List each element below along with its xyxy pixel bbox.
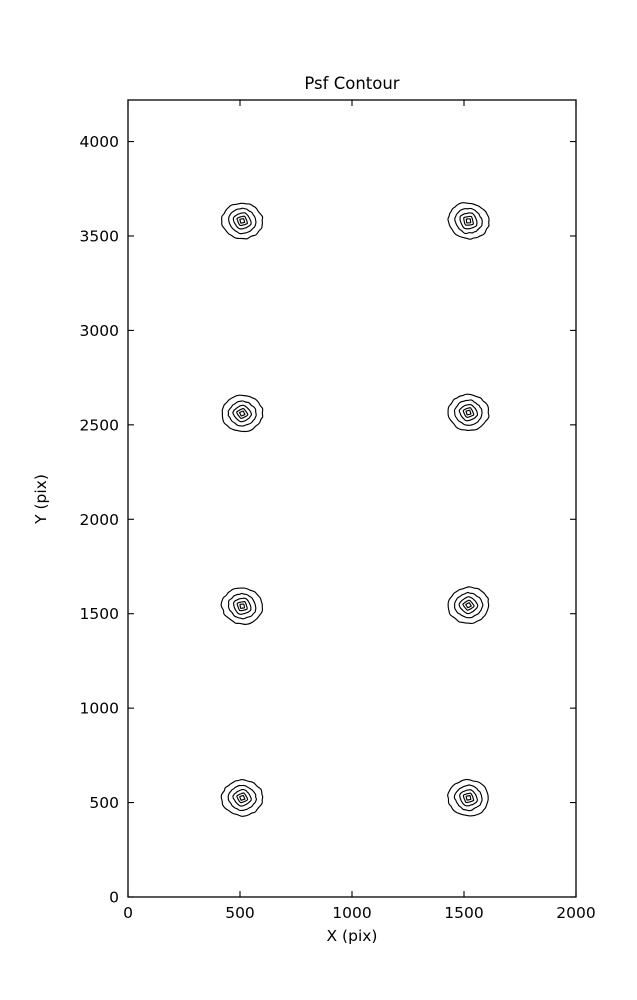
y-tick-label-1000: 1000 bbox=[80, 700, 119, 718]
psf-contour-blob bbox=[220, 587, 263, 625]
x-axis-tick-labels: 0 500 1000 1500 2000 bbox=[123, 904, 596, 922]
y-tick-label-2500: 2500 bbox=[80, 416, 119, 434]
y-tick-label-1500: 1500 bbox=[80, 605, 119, 623]
contour-level-2 bbox=[228, 207, 257, 235]
x-tick-label-0: 0 bbox=[123, 904, 133, 922]
contour-level-4 bbox=[462, 407, 475, 418]
contour-level-1 bbox=[447, 586, 490, 625]
contour-level-4 bbox=[236, 407, 249, 420]
contour-level-5 bbox=[465, 409, 472, 416]
contour-level-1 bbox=[220, 587, 263, 625]
contour-level-2 bbox=[453, 399, 483, 426]
contour-level-1 bbox=[447, 778, 489, 817]
psf-contour-blob bbox=[220, 779, 264, 817]
contour-level-5 bbox=[465, 795, 472, 801]
contour-level-5 bbox=[239, 794, 246, 801]
contour-level-5 bbox=[465, 218, 472, 224]
contour-level-3 bbox=[459, 212, 478, 230]
contour-level-3 bbox=[232, 212, 252, 230]
x-axis-ticks bbox=[127, 100, 577, 897]
y-tick-label-0: 0 bbox=[109, 889, 119, 907]
contour-level-5 bbox=[239, 410, 246, 417]
y-axis-ticks bbox=[128, 140, 576, 898]
x-tick-label-500: 500 bbox=[225, 904, 255, 922]
contour-level-5 bbox=[239, 218, 246, 224]
psf-contour-blob bbox=[447, 202, 490, 240]
y-tick-label-3500: 3500 bbox=[80, 227, 119, 245]
psf-contour-blob bbox=[447, 778, 489, 817]
contour-level-3 bbox=[459, 789, 478, 807]
contour-level-3 bbox=[232, 788, 252, 807]
contour-level-2 bbox=[453, 784, 483, 812]
y-tick-label-2000: 2000 bbox=[80, 511, 119, 529]
y-tick-label-3000: 3000 bbox=[80, 322, 119, 340]
contour-level-1 bbox=[447, 202, 490, 240]
contour-level-4 bbox=[236, 792, 249, 804]
psf-contour-blob bbox=[221, 394, 264, 433]
contour-level-5 bbox=[239, 603, 246, 609]
contour-level-4 bbox=[236, 215, 248, 227]
contour-level-2 bbox=[227, 592, 257, 620]
y-tick-label-4000: 4000 bbox=[80, 133, 119, 151]
x-tick-label-1500: 1500 bbox=[444, 904, 483, 922]
contour-level-4 bbox=[462, 792, 475, 804]
contour-level-3 bbox=[232, 404, 253, 423]
contour-level-2 bbox=[227, 784, 257, 812]
psf-contour-blob bbox=[221, 202, 264, 240]
contour-level-2 bbox=[454, 591, 484, 619]
psf-contour-blob bbox=[447, 586, 490, 625]
contour-blobs bbox=[220, 202, 490, 817]
x-tick-label-2000: 2000 bbox=[556, 904, 595, 922]
contour-level-2 bbox=[454, 207, 483, 235]
contour-level-3 bbox=[232, 597, 252, 615]
x-axis-label: X (pix) bbox=[327, 927, 378, 945]
contour-level-4 bbox=[462, 599, 475, 611]
contour-level-2 bbox=[227, 400, 257, 427]
contour-level-5 bbox=[465, 602, 472, 609]
page-title: Psf Contour bbox=[304, 74, 399, 93]
y-axis-label: Y (pix) bbox=[32, 474, 50, 525]
y-tick-label-500: 500 bbox=[89, 794, 119, 812]
x-tick-label-1000: 1000 bbox=[332, 904, 371, 922]
contour-level-4 bbox=[463, 215, 474, 226]
y-axis-tick-labels: 0 500 1000 1500 2000 2500 3000 3500 4000 bbox=[80, 133, 119, 906]
contour-level-4 bbox=[236, 601, 248, 612]
contour-level-3 bbox=[458, 596, 479, 615]
contour-level-1 bbox=[221, 394, 264, 433]
contour-level-1 bbox=[221, 202, 264, 240]
contour-level-1 bbox=[447, 393, 490, 431]
psf-contour-blob bbox=[447, 393, 490, 431]
contour-level-3 bbox=[458, 403, 479, 422]
contour-level-1 bbox=[220, 779, 264, 817]
